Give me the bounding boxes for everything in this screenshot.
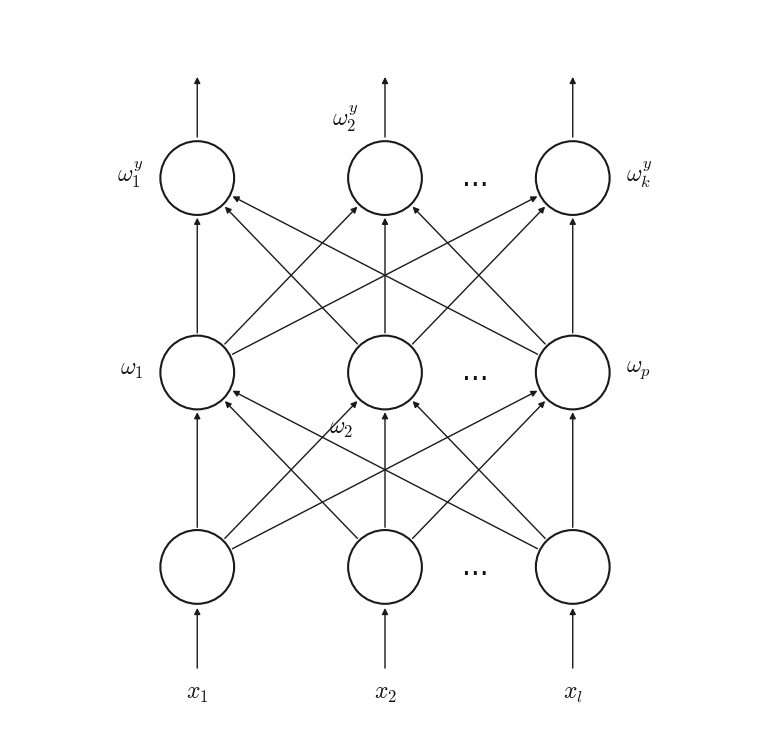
Circle shape bbox=[348, 142, 422, 215]
Text: $\omega_p$: $\omega_p$ bbox=[626, 357, 651, 381]
Circle shape bbox=[348, 530, 422, 603]
Circle shape bbox=[536, 142, 610, 215]
Text: ...: ... bbox=[462, 358, 489, 387]
Text: ...: ... bbox=[462, 553, 489, 581]
Text: $x_l$: $x_l$ bbox=[563, 681, 583, 705]
Text: ...: ... bbox=[462, 164, 489, 192]
Circle shape bbox=[348, 335, 422, 409]
Text: $\omega_1$: $\omega_1$ bbox=[120, 357, 144, 381]
Text: $\omega_2$: $\omega_2$ bbox=[330, 416, 353, 440]
Circle shape bbox=[536, 530, 610, 603]
Text: $x_2$: $x_2$ bbox=[373, 681, 397, 705]
Circle shape bbox=[536, 335, 610, 409]
Circle shape bbox=[160, 530, 234, 603]
Text: $\omega_k^y$: $\omega_k^y$ bbox=[626, 159, 653, 190]
Text: $\omega_2^y$: $\omega_2^y$ bbox=[332, 104, 358, 134]
Text: $\omega_1^y$: $\omega_1^y$ bbox=[117, 159, 144, 190]
Text: $x_1$: $x_1$ bbox=[186, 681, 209, 705]
Circle shape bbox=[160, 335, 234, 409]
Circle shape bbox=[160, 142, 234, 215]
